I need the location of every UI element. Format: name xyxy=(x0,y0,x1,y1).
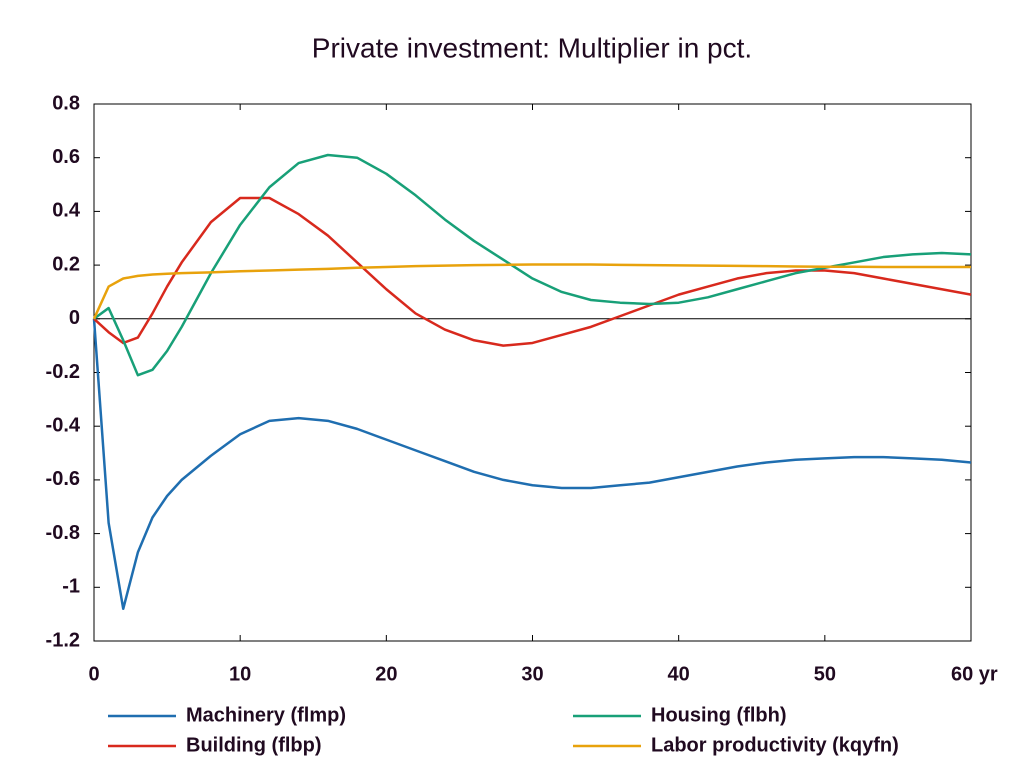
x-tick-label: 0 xyxy=(88,663,99,685)
legend-label: Machinery (flmp) xyxy=(186,704,346,726)
chart-title: Private investment: Multiplier in pct. xyxy=(312,32,752,63)
x-tick-label: 50 xyxy=(814,663,836,685)
x-tick-label: 30 xyxy=(521,663,543,685)
legend-label: Housing (flbh) xyxy=(651,704,787,726)
series-line xyxy=(92,263,971,320)
legend-label: Building (flbp) xyxy=(186,734,322,756)
y-tick-label: -1 xyxy=(62,576,80,598)
y-tick-label: 0.2 xyxy=(52,253,80,275)
series-line xyxy=(92,318,972,611)
y-tick-label: -0.6 xyxy=(46,468,80,490)
y-tick-label: -0.8 xyxy=(46,522,80,544)
legend-label: Labor productivity (kqyfn) xyxy=(651,734,899,756)
y-tick-label: -0.2 xyxy=(46,361,80,383)
y-tick-label: -1.2 xyxy=(46,629,80,651)
x-tick-label: 10 xyxy=(229,663,251,685)
y-tick-label: 0.8 xyxy=(52,92,80,114)
plot-frame xyxy=(93,103,972,642)
x-tick-label: 40 xyxy=(668,663,690,685)
y-tick-label: -0.4 xyxy=(46,414,81,436)
y-tick-label: 0.4 xyxy=(52,200,81,222)
y-tick-label: 0 xyxy=(69,307,80,329)
series-line xyxy=(93,153,972,377)
x-tick-label: 20 xyxy=(375,663,397,685)
x-tick-label: 60 yr xyxy=(951,663,998,685)
y-tick-label: 0.6 xyxy=(52,146,80,168)
